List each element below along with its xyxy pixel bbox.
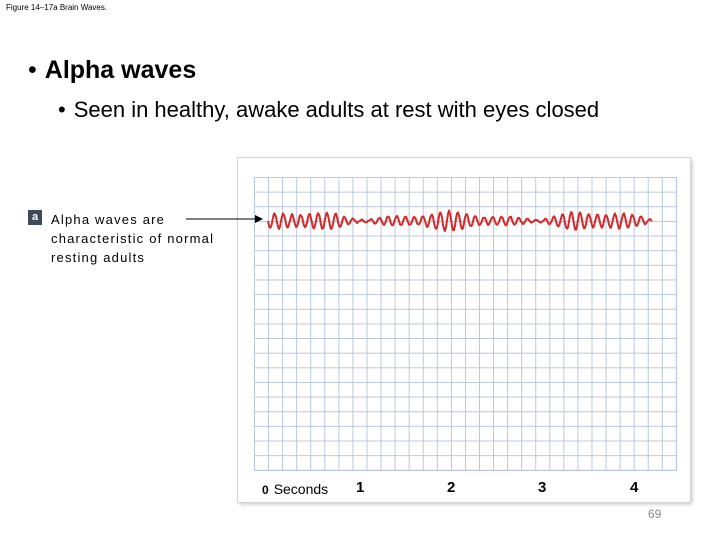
sub-bullet-dot: • (58, 97, 66, 122)
sub-bullet-text: Seen in healthy, awake adults at rest wi… (73, 97, 600, 122)
sub-bullet: • Seen in healthy, awake adults at rest w… (58, 95, 658, 124)
axis-origin-label: 0 Seconds (262, 481, 328, 498)
axis-tick-3: 3 (538, 479, 547, 496)
figure-label: Alpha waves are characteristic of normal… (51, 212, 215, 265)
figure-part-badge: a (28, 210, 42, 225)
slide-number: 69 (648, 507, 662, 521)
bullet-main-text: Alpha waves (44, 56, 197, 84)
axis-unit-label: Seconds (273, 481, 329, 497)
axis-tick-1: 1 (356, 479, 365, 496)
axis-zero: 0 (262, 483, 269, 497)
figure-caption: Figure 14–17a Brain Waves. (6, 3, 108, 12)
alpha-wave-trace (267, 209, 653, 232)
bullet-alpha-waves: • Alpha waves (28, 56, 196, 85)
bullet-dot: • (28, 56, 37, 84)
axis-tick-4: 4 (630, 479, 639, 496)
axis-tick-2: 2 (447, 479, 456, 496)
